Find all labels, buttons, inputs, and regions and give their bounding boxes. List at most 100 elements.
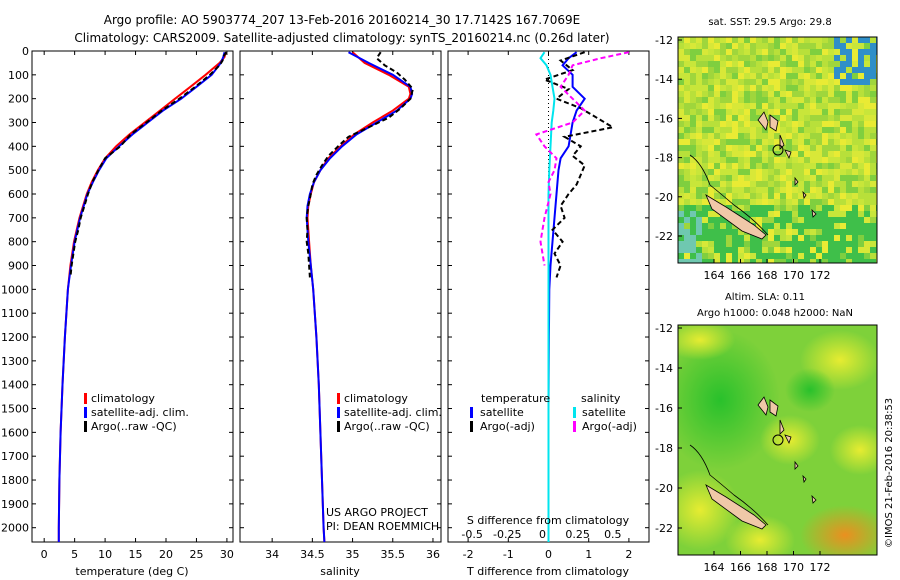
depth-tick-label: 600 [8, 188, 29, 201]
sla-map: Altim. SLA: 0.11 Argo h1000: 0.048 h2000… [655, 292, 878, 574]
x-tick-label-top: 0.5 [604, 528, 622, 541]
x-tick-label-top: 0.25 [565, 528, 590, 541]
legend-swatch-t-argo [470, 421, 473, 432]
series-line [541, 51, 616, 278]
x-tick-label: 25 [189, 548, 203, 561]
sla-map-xticks: 164 166 168 170 172 [704, 551, 831, 574]
sla-map-image [678, 325, 877, 555]
sla-map-yticks: -12 -14 -16 -18 -20 -22 [655, 322, 682, 535]
salinity-lines [305, 51, 414, 543]
depth-tick-label: 1100 [1, 307, 29, 320]
depth-tick-label: 900 [8, 260, 29, 273]
depth-tick-label: 1300 [1, 355, 29, 368]
map-xtick-label: 172 [810, 561, 831, 574]
x-tick-label-top: 0 [539, 528, 546, 541]
depth-tick-label: 500 [8, 164, 29, 177]
x-tick-label: 34.5 [300, 548, 325, 561]
difference-panel: -2 -1 0 1 2 -0.5 -0.25 0 0.25 0.5 T difference fr… [447, 50, 650, 578]
map-xtick-label: 166 [730, 561, 751, 574]
x-tick-label-top: -0.5 [461, 528, 482, 541]
x-tick-label: 30 [220, 548, 234, 561]
series-line [534, 51, 630, 266]
project-credit-1: US ARGO PROJECT [326, 506, 428, 519]
legend-argo: Argo(..raw -QC) [344, 420, 430, 433]
x-tick-label: 35.5 [381, 548, 406, 561]
map-xtick-label: 170 [783, 269, 804, 282]
legend-swatch-s-satellite [573, 407, 576, 418]
legend-swatch-t-satellite [470, 407, 473, 418]
series-line [305, 51, 414, 278]
legend-s-satellite: satellite [582, 406, 626, 419]
series-line [539, 51, 556, 542]
x-tick-label: 0 [545, 548, 552, 561]
imos-credit: ©IMOS 21-Feb-2016 20:38:53 [884, 398, 895, 548]
map-ytick-label: -18 [655, 152, 673, 165]
depth-tick-label: 700 [8, 212, 29, 225]
difference-xlabel-top: S difference from climatology [467, 514, 630, 527]
sla-map-title-1: Altim. SLA: 0.11 [725, 292, 805, 303]
sst-map-yticks: -12 -14 -16 -18 -20 -22 [655, 34, 682, 243]
legend-swatch-argo [84, 421, 87, 432]
title-line-1: Argo profile: AO 5903774_207 13-Feb-2016… [104, 13, 580, 27]
sst-map-image [678, 37, 877, 263]
depth-tick-label: 400 [8, 140, 29, 153]
map-ytick-label: -18 [655, 442, 673, 455]
map-ytick-label: -16 [655, 402, 673, 415]
temperature-x-ticks: 0 5 10 15 20 25 30 [32, 50, 234, 561]
series-line [69, 51, 228, 278]
map-xtick-label: 166 [730, 269, 751, 282]
legend-swatch-satellite [337, 407, 340, 418]
legend-argo: Argo(..raw -QC) [91, 420, 177, 433]
x-tick-label: 10 [98, 548, 112, 561]
map-ytick-label: -14 [655, 362, 673, 375]
salinity-panel: 34 34.5 35 35.5 36 salinity climatology sate… [239, 50, 442, 578]
depth-tick-label: 800 [8, 236, 29, 249]
map-ytick-label: -14 [655, 73, 673, 86]
temperature-panel: 0100200300400500600700800900100011001200… [1, 45, 234, 578]
map-xtick-label: 164 [704, 561, 725, 574]
x-tick-label: 15 [129, 548, 143, 561]
x-tick-label: 0 [41, 548, 48, 561]
legend-swatch-s-argo [573, 421, 576, 432]
legend-temperature-header: temperature [481, 392, 550, 405]
depth-tick-label: 1800 [1, 474, 29, 487]
difference-lines [534, 51, 630, 542]
sla-map-frame [677, 324, 878, 556]
depth-tick-label: 0 [22, 45, 29, 58]
depth-tick-labels: 0 100 200 300 400 500 600 700 800 900 1000 1100 1200… [1, 45, 29, 535]
salinity-legend: climatology satellite-adj. clim. Argo(..… [337, 392, 442, 433]
x-tick-label: 20 [159, 548, 173, 561]
sst-map-title: sat. SST: 29.5 Argo: 29.8 [708, 17, 831, 28]
legend-salinity-header: salinity [581, 392, 621, 405]
x-tick-label: 35 [346, 548, 360, 561]
map-ytick-label: -20 [655, 191, 673, 204]
legend-s-argo: Argo(-adj) [582, 420, 637, 433]
depth-tick-label: 200 [8, 93, 29, 106]
legend-swatch-satellite [84, 407, 87, 418]
x-tick-label: 5 [71, 548, 78, 561]
map-ytick-label: -12 [655, 322, 673, 335]
x-tick-label: -1 [503, 548, 514, 561]
legend-climatology: climatology [91, 392, 155, 405]
legend-swatch-climatology [337, 393, 340, 404]
depth-tick-label: 1000 [1, 283, 29, 296]
difference-xlabel: T difference from climatology [466, 565, 629, 578]
temperature-xlabel: temperature (deg C) [75, 565, 188, 578]
x-tick-label: 36 [426, 548, 440, 561]
legend-satellite: satellite-adj. clim. [344, 406, 442, 419]
map-xtick-label: 170 [783, 561, 804, 574]
temperature-lines [57, 51, 228, 542]
depth-tick-label: 1500 [1, 403, 29, 416]
depth-tick-label: 1400 [1, 379, 29, 392]
map-ytick-label: -22 [655, 230, 673, 243]
legend-satellite: satellite-adj. clim. [91, 406, 189, 419]
sla-map-title-2: Argo h1000: 0.048 h2000: NaN [697, 308, 853, 319]
depth-tick-label: 1900 [1, 498, 29, 511]
project-credit-2: PI: DEAN ROEMMICH [326, 520, 439, 533]
sst-map: sat. SST: 29.5 Argo: 29.8 [655, 17, 878, 282]
title-line-2: Climatology: CARS2009. Satellite-adjuste… [74, 31, 609, 45]
map-xtick-label: 172 [810, 269, 831, 282]
temperature-legend: climatology satellite-adj. clim. Argo(..… [84, 392, 189, 433]
salinity-x-ticks: 34 34.5 35 35.5 36 [240, 50, 441, 561]
salinity-xlabel: salinity [320, 565, 360, 578]
